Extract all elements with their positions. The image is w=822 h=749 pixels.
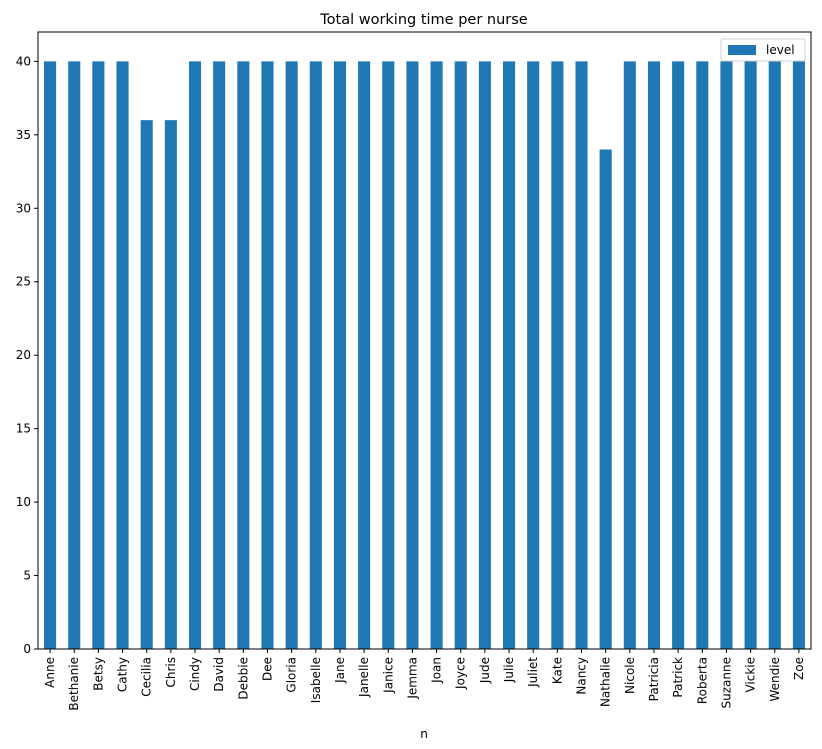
legend-label-level: level [766,43,795,57]
x-tick-label-nathalie: Nathalie [599,657,613,707]
bar-jemma [406,61,419,649]
y-tick-label-20: 20 [16,348,31,362]
bar-janelle [358,61,371,649]
x-tick-label-roberta: Roberta [695,657,709,704]
bar-anne [44,61,57,649]
x-tick-label-julie: Julie [502,657,516,683]
bar-cathy [116,61,129,649]
x-tick-label-vickie: Vickie [744,657,758,693]
bar-janice [382,61,395,649]
x-tick-label-david: David [212,657,226,692]
x-tick-label-chris: Chris [164,657,178,688]
x-tick-label-patricia: Patricia [647,657,661,701]
legend-swatch [728,45,756,55]
bar-betsy [92,61,105,649]
bar-joyce [454,61,467,649]
bar-nicole [623,61,636,649]
plot-frame [37,31,812,650]
x-tick-label-wendie: Wendie [768,657,782,701]
legend: level [720,38,806,62]
x-tick-label-joyce: Joyce [454,657,468,690]
x-tick-label-jemma: Jemma [405,657,419,700]
x-tick-label-patrick: Patrick [671,657,685,698]
bar-bethanie [68,61,81,649]
bar-suzanne [720,61,733,649]
x-tick-label-jane: Jane [333,657,347,684]
bar-chris [164,120,177,649]
bar-patrick [672,61,685,649]
bar-dee [261,61,274,649]
y-axis: 0 5 10 15 20 25 30 35 40 [16,54,38,656]
x-tick-label-cindy: Cindy [188,657,202,691]
bar-wendie [768,61,781,649]
bar-patricia [647,61,661,649]
x-tick-label-juliet: Juliet [526,657,540,688]
x-tick-label-suzanne: Suzanne [719,657,733,708]
legend-box [720,38,806,62]
bar-zoe [792,61,805,649]
bar-cecilia [140,120,153,649]
x-tick-label-joan: Joan [430,657,444,684]
y-tick-label-25: 25 [16,275,31,289]
y-tick-label-40: 40 [16,54,31,68]
x-tick-label-cecilia: Cecilia [140,657,154,697]
x-tick-label-bethanie: Bethanie [67,657,81,711]
bar-joan [430,61,443,649]
bar-vickie [744,61,757,649]
bar-juliet [527,61,540,649]
bar-jude [478,61,491,649]
bar-debbie [237,61,250,649]
bar-roberta [696,61,709,649]
x-tick-label-nicole: Nicole [623,657,637,694]
bar-julie [503,61,516,649]
chart-title: Total working time per nurse [319,12,528,28]
x-tick-label-betsy: Betsy [91,657,105,691]
bar-cindy [188,61,202,649]
x-tick-label-zoe: Zoe [792,657,806,680]
x-tick-label-gloria: Gloria [285,657,299,693]
x-tick-label-anne: Anne [43,657,57,688]
bar-isabelle [309,61,322,649]
bar-nathalie [599,149,612,649]
y-tick-label-5: 5 [23,569,31,583]
x-tick-label-cathy: Cathy [116,657,130,692]
y-tick-label-15: 15 [16,422,31,436]
x-axis-label: n [420,727,428,741]
bar-kate [551,61,564,649]
x-tick-label-nancy: Nancy [575,657,589,695]
bar-david [213,61,226,649]
bar-nancy [575,61,588,649]
x-tick-label-isabelle: Isabelle [309,657,323,703]
bar-gloria [285,61,298,649]
bar-jane [333,61,346,649]
y-tick-label-35: 35 [16,128,31,142]
bars-group [44,61,805,649]
y-tick-label-10: 10 [16,495,31,509]
x-tick-label-janice: Janice [381,657,395,694]
x-tick-label-janelle: Janelle [357,657,371,698]
x-tick-label-jude: Jude [478,657,492,684]
x-tick-label-dee: Dee [260,657,274,681]
x-axis: Anne Bethanie Betsy Cathy Cecilia Chris Cindy D… [43,649,806,711]
x-tick-label-kate: Kate [550,657,564,684]
y-tick-label-0: 0 [23,642,31,656]
x-tick-label-debbie: Debbie [236,657,250,700]
y-tick-label-30: 30 [16,201,31,215]
